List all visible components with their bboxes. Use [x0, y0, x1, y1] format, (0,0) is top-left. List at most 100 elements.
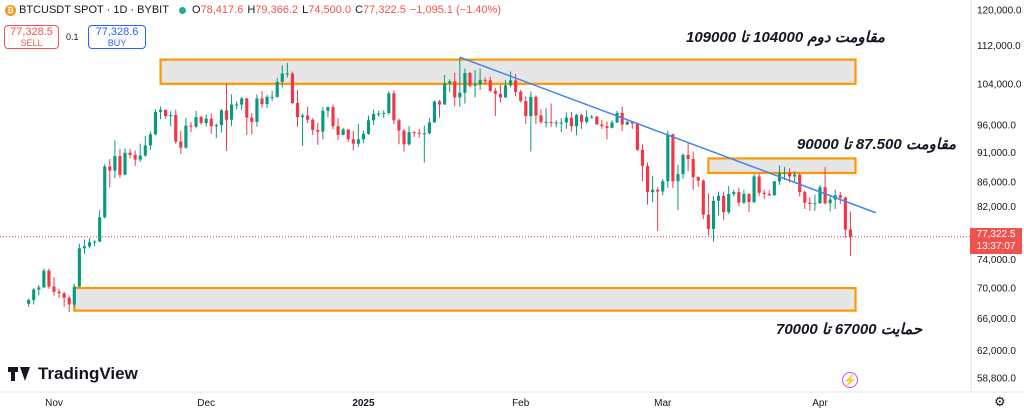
candle-up: [366, 120, 371, 134]
candle-down: [706, 214, 710, 229]
x-tick-label: Mar: [654, 398, 672, 409]
zone-resistance_mid: [707, 157, 857, 175]
candle-down: [671, 134, 675, 182]
candle-up: [265, 96, 269, 105]
candle-up: [661, 181, 665, 192]
change-value: −1,095.1 (−1.40%): [409, 4, 501, 16]
candle-up: [742, 194, 746, 203]
candle-down: [635, 123, 639, 150]
candle-down: [118, 156, 122, 175]
candle-down: [417, 132, 421, 134]
candle-up: [235, 104, 239, 106]
y-tick-label: 104,000.0: [977, 79, 1022, 90]
candle-down: [397, 120, 401, 131]
trendline: [459, 56, 877, 214]
high-label: H: [247, 4, 256, 16]
x-tick-label: Nov: [45, 398, 63, 409]
candle-down: [402, 130, 406, 145]
candle-down: [645, 165, 650, 193]
y-tick-label: 58,800.0: [977, 374, 1016, 385]
candle-up: [270, 96, 274, 98]
candle-up: [716, 195, 721, 201]
buy-button[interactable]: 77,328.6 BUY: [88, 25, 146, 49]
candle-up: [478, 79, 482, 85]
candle-down: [351, 139, 355, 144]
candle-down: [52, 286, 56, 292]
candle-up: [204, 118, 208, 123]
candle-up: [503, 85, 508, 98]
candle-up: [782, 172, 787, 174]
candle-up: [82, 246, 87, 249]
candle-up: [443, 83, 447, 105]
sell-button[interactable]: 77,328.5 SELL: [4, 25, 59, 49]
candle-up: [158, 109, 163, 112]
candle-down: [701, 180, 705, 215]
candle-up: [610, 122, 614, 128]
candle-up: [280, 73, 284, 82]
low-label: L: [302, 4, 309, 16]
candle-down: [47, 270, 51, 287]
annotation-resistance-top: مقاومت دوم 104000 تا 109000: [686, 29, 885, 46]
candle-up: [229, 104, 234, 120]
candle-up: [382, 112, 386, 114]
candle-down: [762, 192, 766, 194]
candle-down: [737, 192, 741, 203]
candle-up: [615, 112, 619, 123]
candle-up: [813, 203, 817, 205]
candle-down: [757, 176, 761, 193]
y-tick-label: 62,000.0: [977, 346, 1016, 357]
candle-up: [77, 248, 81, 287]
candle-down: [336, 126, 340, 135]
sell-label: SELL: [20, 38, 43, 48]
y-tick-label: 120,000.0: [977, 6, 1022, 17]
candle-up: [377, 113, 381, 115]
candle-up: [285, 73, 289, 75]
candle-up: [275, 81, 279, 97]
open-label: O: [191, 4, 201, 16]
symbol-title[interactable]: BTCUSDT SPOT · 1D · BYBIT: [19, 4, 169, 16]
candle-up: [240, 98, 244, 105]
candle-down: [808, 202, 812, 204]
lightning-icon[interactable]: ⚡: [842, 372, 858, 388]
candle-up: [676, 174, 680, 182]
candle-up: [356, 139, 360, 144]
candle-down: [224, 110, 229, 120]
candle-down: [803, 192, 807, 203]
candle-up: [732, 192, 736, 194]
y-tick-label: 86,000.0: [977, 177, 1016, 188]
zone-resistance_top: [159, 58, 857, 85]
candle-up: [590, 116, 594, 118]
candle-down: [260, 98, 264, 105]
gear-icon[interactable]: ⚙: [994, 394, 1006, 409]
candle-down: [656, 189, 660, 192]
y-tick-label: 96,000.0: [977, 121, 1016, 132]
candle-up: [625, 121, 629, 125]
annotation-resistance-mid: مقاومت 87.500 تا 90000: [797, 136, 957, 153]
candle-up: [793, 174, 797, 177]
candle-up: [681, 154, 685, 175]
tradingview-logo[interactable]: TradingView: [8, 364, 138, 384]
y-tick-label: 70,000.0: [977, 284, 1016, 295]
candle-up: [98, 217, 102, 242]
candle-up: [427, 122, 431, 134]
candle-up: [27, 299, 31, 304]
candle-up: [72, 286, 76, 305]
candle-down: [488, 80, 492, 91]
candle-down: [209, 118, 213, 127]
candle-down: [519, 91, 523, 101]
candle-down: [164, 109, 168, 117]
candle-down: [524, 100, 528, 117]
candle-up: [169, 115, 173, 117]
candle-up: [123, 152, 127, 175]
countdown-timer: 13:37:07: [976, 241, 1016, 252]
y-tick-label: 66,000.0: [977, 314, 1016, 325]
sell-price: 77,328.5: [10, 26, 53, 38]
candle-up: [138, 155, 142, 160]
candle-down: [108, 166, 112, 171]
candle-down: [133, 154, 137, 160]
candle-down: [437, 101, 442, 105]
candle-down: [549, 121, 553, 123]
candle-down: [295, 103, 300, 118]
